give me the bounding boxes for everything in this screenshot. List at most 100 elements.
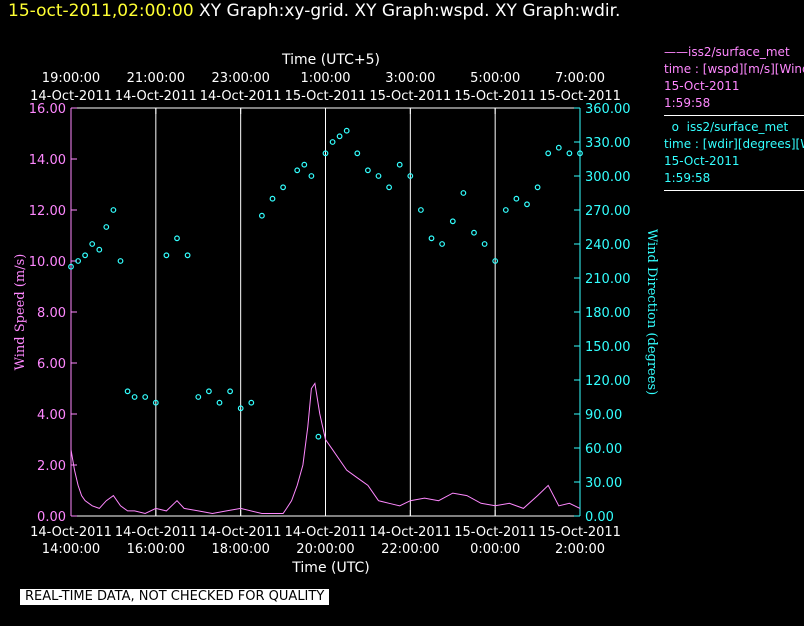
wdir-point — [555, 144, 562, 151]
wdir-point — [365, 167, 371, 174]
wdir-point — [163, 252, 170, 259]
top-tick-date: 15-Oct-2011 — [454, 89, 536, 104]
y2-tick-label: 210.00 — [585, 272, 631, 287]
legend-date: 15-Oct-2011 — [664, 79, 740, 93]
y2-tick-label: 30.00 — [585, 476, 622, 491]
y2-tick-label: 60.00 — [585, 442, 622, 457]
x-tick-time: 22:00:00 — [381, 542, 439, 557]
wdir-point — [471, 229, 477, 236]
top-tick-date: 15-Oct-2011 — [539, 89, 621, 104]
wdir-point — [103, 224, 110, 230]
wdir-point — [513, 195, 520, 202]
y-tick-label: 8.00 — [37, 306, 66, 321]
top-tick-date: 15-Oct-2011 — [285, 89, 367, 104]
y-tick-label: 4.00 — [37, 408, 66, 423]
wdir-point — [294, 167, 301, 174]
y-tick-label: 12.00 — [29, 204, 66, 219]
wdir-point — [502, 207, 509, 213]
x-tick-time: 16:00:00 — [127, 542, 185, 557]
top-axis-title: Time (UTC+5) — [281, 52, 380, 68]
wdir-point — [131, 394, 138, 400]
wdir-point — [184, 252, 191, 259]
legend-entry-wspd: ——iss2/surface_met time : [wspd][m/s][Wi… — [664, 44, 804, 116]
wdir-point — [82, 252, 88, 259]
legend-marker-swatch: o — [664, 120, 687, 134]
wdir-point — [566, 150, 573, 157]
y2-tick-label: 270.00 — [585, 204, 631, 219]
wdir-point — [96, 246, 103, 253]
wdir-point — [545, 150, 552, 157]
header-timestamp: 15-oct-2011,02:00:00 — [8, 1, 194, 21]
y2-tick-label: 0.00 — [585, 510, 614, 525]
wdir-point — [322, 150, 329, 157]
top-tick-time: 5:00:00 — [470, 71, 520, 86]
x-tick-date: 14-Oct-2011 — [369, 525, 451, 540]
wdir-point — [174, 235, 180, 242]
y-axis-title: Wind Speed (m/s) — [13, 254, 28, 371]
y2-tick-label: 300.00 — [585, 170, 631, 185]
wdir-point — [460, 190, 467, 196]
legend: ——iss2/surface_met time : [wspd][m/s][Wi… — [664, 44, 804, 191]
x-tick-date: 15-Oct-2011 — [454, 525, 536, 540]
wdir-point — [308, 173, 315, 179]
top-tick-date: 14-Oct-2011 — [30, 89, 112, 104]
y2-tick-label: 90.00 — [585, 408, 622, 423]
wdir-point — [75, 258, 81, 264]
y2-tick-label: 180.00 — [585, 306, 631, 321]
y-tick-label: 10.00 — [29, 255, 66, 270]
wspd-series — [70, 382, 581, 515]
wdir-point — [152, 399, 159, 406]
x-tick-time: 2:00:00 — [555, 542, 605, 557]
y-tick-label: 6.00 — [37, 357, 66, 372]
y-tick-label: 0.00 — [37, 510, 66, 525]
legend-series-name: iss2/surface_met — [686, 120, 789, 134]
wdir-point — [534, 184, 541, 191]
wdir-point — [439, 241, 446, 247]
top-tick-date: 14-Oct-2011 — [115, 89, 197, 104]
wdir-point — [216, 399, 223, 406]
wdir-point — [237, 405, 244, 412]
wdir-point — [195, 394, 202, 400]
wdir-point — [354, 150, 361, 157]
legend-date: 15-Oct-2011 — [664, 154, 740, 168]
wdir-point — [280, 184, 287, 191]
header-titles: XY Graph:xy-grid. XY Graph:wspd. XY Grap… — [193, 1, 621, 21]
top-tick-time: 19:00:00 — [42, 71, 100, 86]
wdir-point — [89, 241, 96, 247]
tick-labels: 14-Oct-2011 14:00:00 14-Oct-2011 16:00:00 14… — [29, 71, 631, 557]
wdir-point — [481, 241, 488, 247]
top-tick-time: 1:00:00 — [300, 71, 350, 86]
wdir-point — [124, 388, 131, 395]
wdir-point — [259, 212, 265, 219]
top-tick-date: 14-Oct-2011 — [200, 89, 282, 104]
wdir-point — [524, 201, 530, 208]
y2-tick-label: 150.00 — [585, 340, 631, 355]
y2-tick-label: 120.00 — [585, 374, 631, 389]
wdir-point — [343, 127, 350, 134]
x-tick-date: 14-Oct-2011 — [115, 525, 197, 540]
top-tick-time: 23:00:00 — [211, 71, 269, 86]
wdir-point — [418, 207, 424, 213]
wdir-point — [375, 173, 382, 179]
grid-lines — [155, 108, 496, 516]
wdir-point — [428, 235, 435, 242]
wdir-point — [386, 184, 393, 191]
wdir-point — [577, 150, 583, 157]
wdir-point — [492, 258, 499, 264]
wdir-series — [68, 127, 583, 440]
legend-time: 1:59:58 — [664, 171, 711, 185]
top-tick-date: 15-Oct-2011 — [369, 89, 451, 104]
wdir-point — [336, 133, 343, 140]
y-tick-label: 16.00 — [29, 102, 66, 117]
wdir-point — [142, 394, 149, 400]
x-tick-time: 20:00:00 — [296, 542, 354, 557]
wdir-point — [315, 433, 322, 440]
y-tick-label: 14.00 — [29, 153, 66, 168]
x-tick-date: 14-Oct-2011 — [30, 525, 112, 540]
wdir-point — [68, 263, 74, 270]
wdir-point — [248, 399, 255, 406]
graph-header: 15-oct-2011,02:00:00 XY Graph:xy-grid. X… — [8, 0, 620, 22]
wdir-point — [205, 388, 212, 395]
x-tick-time: 0:00:00 — [470, 542, 520, 557]
